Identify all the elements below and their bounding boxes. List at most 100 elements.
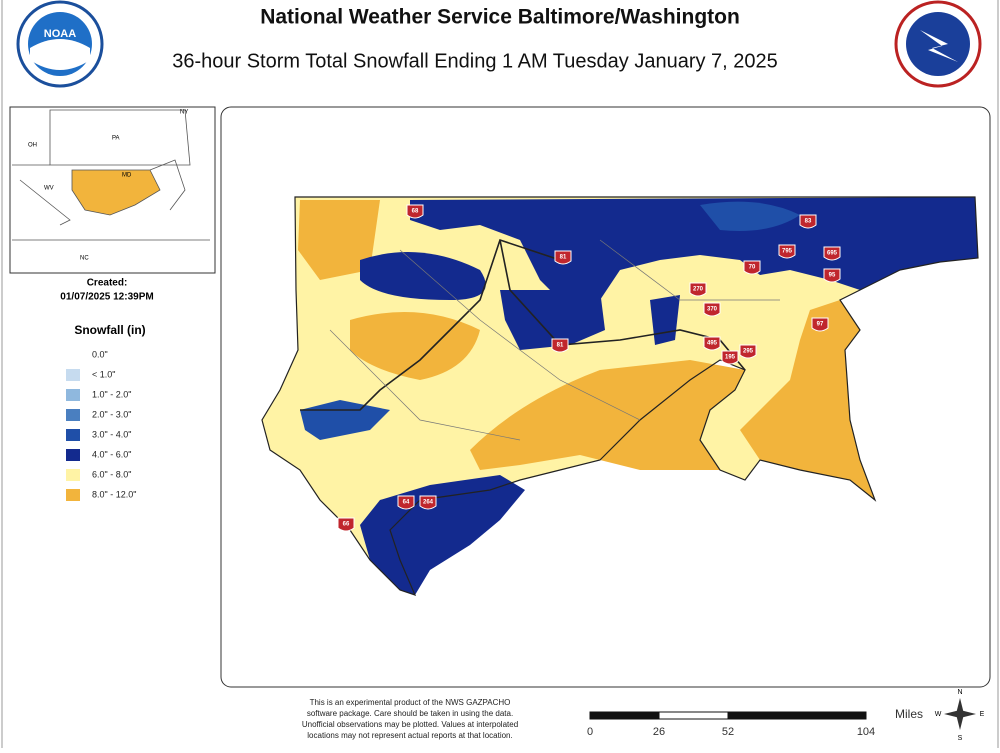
shield-number: 495 — [707, 341, 718, 347]
interstate-shield: 64 — [397, 495, 415, 510]
shield-shape — [778, 244, 796, 259]
shield-number: 295 — [743, 349, 754, 355]
legend-swatch — [66, 409, 80, 421]
legend-label: 4.0" - 6.0" — [92, 449, 131, 459]
legend-label: 6.0" - 8.0" — [92, 469, 131, 479]
interstate-shield: 495 — [703, 336, 721, 351]
legend-label: < 1.0" — [92, 369, 115, 379]
shield-number: 195 — [725, 355, 736, 361]
shield-shape — [397, 495, 415, 510]
legend-label: 3.0" - 4.0" — [92, 429, 131, 439]
disclaimer-line: Unofficial observations may be plotted. … — [302, 720, 518, 729]
compass-letter: S — [958, 735, 963, 742]
scale-label: 0 — [587, 726, 593, 738]
interstate-shield: 795 — [778, 244, 796, 259]
snowfall-region — [650, 295, 680, 345]
disclaimer-line: locations may not represent actual repor… — [307, 731, 512, 740]
shield-number: 81 — [557, 343, 564, 349]
interstate-shield: 66 — [337, 517, 355, 532]
scale-label: 26 — [653, 726, 665, 738]
shield-shape — [823, 268, 841, 283]
shield-shape — [799, 214, 817, 229]
shield-shape — [554, 250, 572, 265]
boundary — [329, 239, 780, 441]
shield-number: 795 — [782, 249, 793, 255]
shield-number: 370 — [707, 307, 718, 313]
snowfall-region — [360, 252, 486, 300]
legend-swatch — [65, 348, 81, 362]
subtitle: 36-hour Storm Total Snowfall Ending 1 AM… — [172, 50, 778, 72]
shield-shape — [551, 338, 569, 353]
legend-label: 0.0" — [92, 349, 108, 359]
shield-shape — [811, 317, 829, 332]
shield-number: 264 — [423, 500, 434, 506]
snowfall-region — [740, 300, 875, 500]
snowfall-region — [350, 312, 480, 380]
compass: N E S W — [935, 689, 985, 742]
inset-label: PA — [112, 136, 120, 142]
shield-shape — [337, 517, 355, 532]
noaa-logo: NOAA — [16, 0, 104, 88]
snowfall-region — [298, 200, 380, 280]
legend-swatch — [66, 469, 80, 481]
scale-segment — [727, 711, 867, 720]
shield-shape — [419, 495, 437, 510]
shield-number: 270 — [693, 287, 704, 293]
legend-swatch — [66, 449, 80, 461]
snowfall-region — [700, 201, 800, 231]
interstate-shield: 68 — [406, 204, 424, 219]
scale-unit: Miles — [895, 707, 923, 721]
nws-logo — [894, 0, 982, 88]
snowfall-region — [470, 360, 745, 470]
interstate-shield: 81 — [551, 338, 569, 353]
interstate-shield: 70 — [743, 260, 761, 275]
scale-segment — [658, 711, 729, 720]
boundary — [261, 196, 979, 596]
interstate-shields: 68 81 83 795 695 95 70 270 370 495 195 295 97 66 64 264… — [337, 204, 841, 532]
interstate-shield: 195 — [721, 350, 739, 365]
interstate-shield: 270 — [689, 282, 707, 297]
inset-label: NC — [80, 256, 89, 262]
scale-bar: 0 26 52 104 — [587, 711, 875, 738]
title: National Weather Service Baltimore/Washi… — [260, 6, 740, 29]
inset-label: MD — [122, 173, 132, 179]
disclaimer-line: This is an experimental product of the N… — [310, 698, 511, 707]
compass-letter: E — [980, 711, 985, 718]
shield-shape — [721, 350, 739, 365]
shield-shape — [739, 344, 757, 359]
interstate-shield: 295 — [739, 344, 757, 359]
compass-letter: N — [957, 689, 962, 696]
legend-title: Snowfall (in) — [74, 323, 145, 337]
shield-number: 83 — [805, 219, 812, 225]
shield-number: 97 — [817, 322, 824, 328]
legend-swatch — [66, 389, 80, 401]
interstate-shield: 370 — [703, 302, 721, 317]
interstate-shield: 81 — [554, 250, 572, 265]
legend-swatch — [66, 369, 80, 381]
interstate-shield: 83 — [799, 214, 817, 229]
shield-shape — [703, 302, 721, 317]
legend-swatch — [66, 429, 80, 441]
scale-label: 52 — [722, 726, 734, 738]
inset-label: NY — [180, 110, 188, 116]
compass-letter: W — [935, 711, 942, 718]
scale-label: 104 — [857, 726, 875, 738]
interstate-shield: 97 — [811, 317, 829, 332]
shield-number: 70 — [749, 265, 756, 271]
shield-number: 64 — [403, 500, 410, 506]
shield-shape — [823, 246, 841, 261]
legend-swatch — [66, 489, 80, 501]
disclaimer: This is an experimental product of the N… — [302, 698, 518, 740]
interstate-shield: 695 — [823, 246, 841, 261]
interstate-shield: 95 — [823, 268, 841, 283]
shield-shape — [406, 204, 424, 219]
logo-text: NOAA — [44, 28, 76, 40]
inset-map: OH PA NY WV MD NC — [9, 106, 216, 274]
shield-number: 95 — [829, 273, 836, 279]
shield-shape — [703, 336, 721, 351]
legend-label: 1.0" - 2.0" — [92, 389, 131, 399]
inset-label: OH — [28, 143, 37, 149]
created-date: 01/07/2025 12:39PM — [60, 292, 153, 303]
